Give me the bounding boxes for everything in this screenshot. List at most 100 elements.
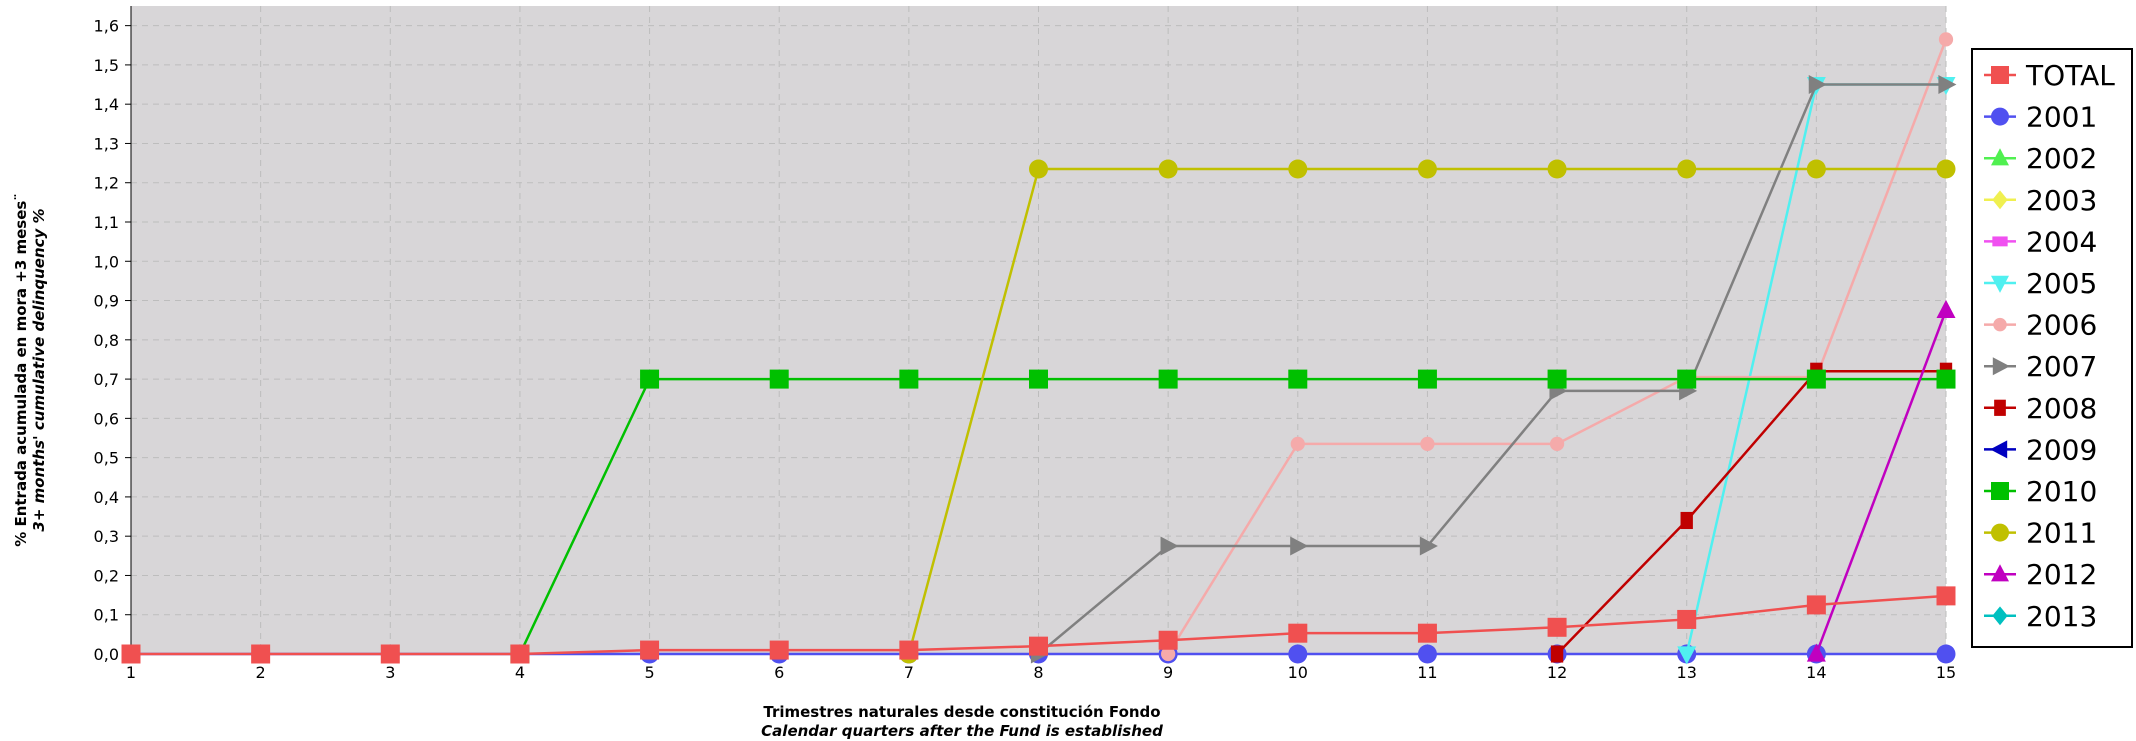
data-point: [121, 644, 141, 664]
data-point: [1029, 369, 1048, 389]
legend-marker: [1994, 399, 2006, 416]
data-point: [1936, 644, 1956, 664]
data-point: [1938, 32, 1954, 47]
legend-item: 2008: [1984, 392, 2097, 425]
y-tick-label: 1,4: [94, 95, 119, 114]
data-point: [1288, 369, 1308, 389]
legend-label: 2007: [2026, 350, 2097, 383]
legend-marker: [1991, 107, 2009, 126]
data-point: [1549, 436, 1565, 452]
legend-marker: [1992, 236, 2008, 247]
data-point: [899, 640, 919, 660]
x-tick-label: 3: [385, 663, 395, 682]
data-point: [1288, 644, 1308, 664]
y-tick-label: 0,9: [94, 292, 119, 311]
x-tick-label: 13: [1677, 663, 1697, 682]
series-line: [1037, 83, 1946, 655]
data-point: [1677, 646, 1697, 665]
data-point: [1936, 369, 1956, 389]
y-tick-label: 1,3: [94, 134, 119, 153]
x-axis-label-en: Calendar quarters after the Fund is esta…: [761, 722, 1163, 740]
y-tick-label: 0,4: [94, 488, 119, 507]
data-point: [251, 644, 271, 664]
data-point: [1158, 159, 1178, 179]
legend-marker: [1991, 482, 2009, 500]
legend-item: 2011: [1984, 517, 2097, 550]
legend-marker: [1991, 523, 2009, 542]
series-line: [518, 377, 1946, 655]
data-point: [1806, 369, 1826, 389]
data-point: [640, 640, 660, 660]
legend-item: 2004: [1984, 225, 2097, 258]
legend-label: 2009: [2026, 433, 2097, 466]
data-point: [640, 369, 660, 389]
legend-item: 2001: [1984, 101, 2097, 134]
legend-marker: [1991, 148, 2009, 166]
legend-marker: [1992, 606, 2008, 626]
y-tick-label: 0,2: [94, 566, 119, 585]
x-tick-label: 14: [1806, 663, 1826, 682]
series-line: [1815, 309, 1948, 655]
y-axis: 0,0 0,1 0,2 0,3 0,4 0,5 0,6 0,7 0,8 0,9 1,0 1,1 1,2 1…: [94, 6, 132, 664]
legend-label: 2006: [2026, 309, 2097, 342]
x-tick-label: 9: [1163, 663, 1173, 682]
legend: TOTAL 2001 2002 2003 2004 2005 2006 2007 2008 200…: [1971, 48, 2133, 648]
x-tick-label: 8: [1033, 663, 1043, 682]
y-axis-label: % Entrada acumulada en mora +3 meses¨: [12, 193, 30, 547]
legend-label: 2008: [2026, 392, 2097, 425]
data-point: [1417, 623, 1437, 643]
legend-label: 2003: [2026, 184, 2097, 217]
data-point: [1806, 595, 1826, 615]
y-axis-label-en: 3+ months' cumulative delinquency %: [30, 208, 48, 531]
data-point: [380, 644, 400, 664]
legend-item: 2013: [1984, 600, 2097, 633]
data-point: [1550, 645, 1564, 663]
legend-item: 2006: [1984, 309, 2097, 342]
data-point: [1547, 617, 1567, 637]
data-point: [1806, 643, 1826, 662]
y-tick-label: 0,1: [94, 606, 119, 625]
x-tick-label: 2: [256, 663, 266, 682]
data-point: [1420, 436, 1435, 452]
y-tick-label: 1,6: [94, 17, 119, 36]
y-tick-label: 0,5: [94, 449, 119, 468]
y-tick-label: 0,6: [94, 409, 119, 428]
y-tick-label: 1,5: [94, 56, 119, 75]
legend-item: TOTAL: [1984, 59, 2115, 92]
y-tick-label: 0,7: [94, 370, 119, 389]
legend-item: 2009: [1984, 433, 2097, 466]
legend-marker: [1991, 564, 2009, 582]
legend-label: TOTAL: [2025, 59, 2115, 92]
legend-item: 2002: [1984, 142, 2097, 175]
data-point: [1936, 159, 1956, 179]
x-tick-label: 1: [126, 663, 136, 682]
legend-marker: [1991, 275, 2009, 293]
data-point: [1547, 159, 1567, 179]
legend-label: 2002: [2026, 142, 2097, 175]
data-point: [1417, 644, 1437, 664]
y-tick-label: 0,3: [94, 527, 119, 546]
data-point: [899, 369, 919, 389]
series-line: [1556, 369, 1946, 655]
data-point: [1160, 536, 1179, 556]
legend-item: 2003: [1984, 184, 2097, 217]
data-point: [1680, 511, 1693, 530]
legend-marker: [1991, 66, 2009, 84]
data-point: [510, 644, 530, 664]
y-tick-label: 0,0: [94, 645, 119, 664]
legend-item: 2012: [1984, 558, 2097, 591]
data-point: [1806, 159, 1826, 179]
legend-label: 2005: [2026, 267, 2097, 300]
legend-label: 2011: [2026, 517, 2097, 550]
data-point: [1158, 630, 1178, 650]
data-point: [1936, 299, 1956, 318]
legend-item: 2005: [1984, 267, 2097, 300]
x-tick-label: 7: [904, 663, 914, 682]
y-tick-label: 1,1: [94, 213, 119, 232]
x-tick-label: 6: [774, 663, 784, 682]
data-point: [1677, 369, 1697, 389]
data-point: [1290, 536, 1309, 556]
data-point: [1029, 159, 1048, 179]
series-group: [121, 32, 1957, 665]
